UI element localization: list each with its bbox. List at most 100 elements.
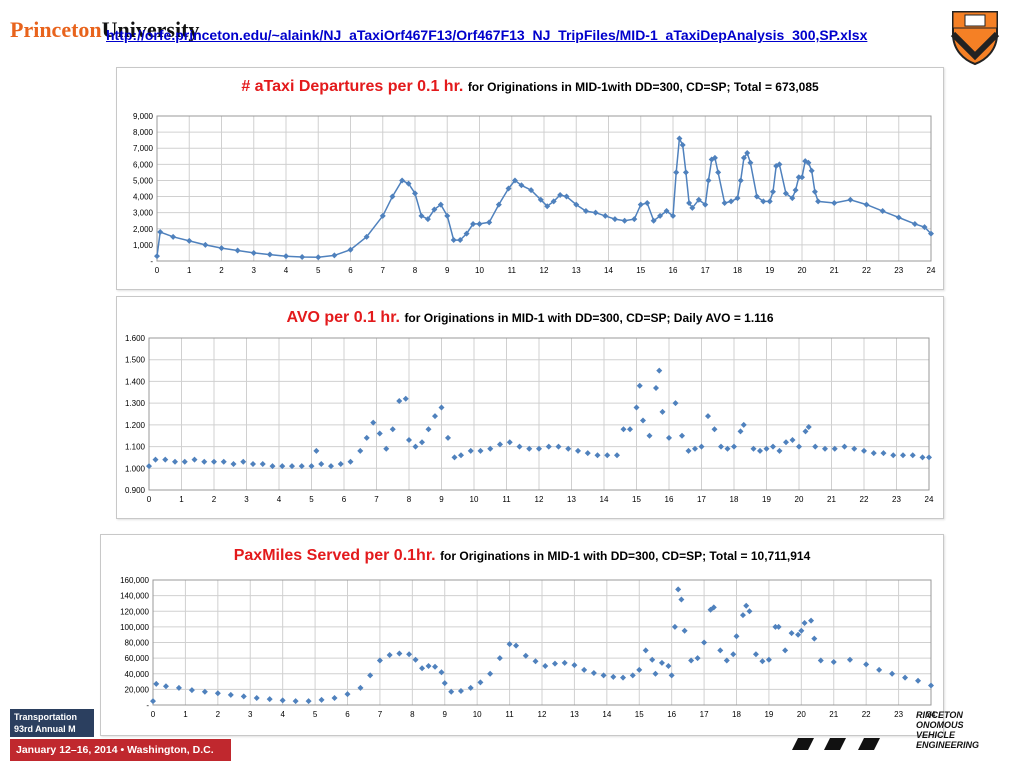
data-point	[744, 150, 751, 157]
data-point	[250, 249, 257, 256]
data-point	[250, 460, 256, 467]
data-point	[679, 142, 686, 148]
departures-chart-plot: 0 1 2 3 4 5 6 7 8 9 10 11 12 13 14 15 16 17 18 19 20 21 22 23 24…	[133, 112, 936, 275]
x-tick-label: 22	[862, 266, 871, 275]
x-tick-label: 14	[600, 495, 609, 504]
data-point	[487, 670, 494, 677]
y-tick-label: 1.500	[125, 356, 146, 365]
data-point	[396, 397, 403, 404]
data-point	[721, 200, 728, 206]
x-tick-label: 15	[632, 495, 641, 504]
spreadsheet-link[interactable]: http://orfe.princeton.edu/~alaink/NJ_aTa…	[106, 27, 868, 43]
x-tick-label: 18	[733, 266, 742, 275]
data-point	[412, 190, 418, 197]
data-point	[911, 220, 918, 227]
conference-date: January 12–16, 2014 • Washington, D.C.	[10, 739, 231, 761]
data-point	[313, 447, 320, 454]
data-point	[646, 432, 653, 439]
data-point	[847, 196, 854, 203]
x-tick-label: 19	[765, 266, 774, 275]
x-tick-label: 20	[798, 266, 807, 275]
data-point	[181, 458, 188, 465]
data-point	[737, 177, 744, 184]
x-tick-label: 23	[892, 495, 901, 504]
x-tick-label: 13	[572, 266, 581, 275]
data-point	[801, 619, 808, 626]
data-point	[175, 684, 182, 691]
data-point	[412, 443, 419, 450]
data-point	[582, 208, 589, 215]
data-point	[487, 445, 494, 452]
y-tick-label: 0.900	[125, 486, 146, 495]
x-tick-label: 5	[309, 495, 314, 504]
data-point	[318, 696, 325, 703]
y-tick-label: 1.300	[125, 399, 146, 408]
data-point	[458, 452, 464, 459]
data-point	[532, 658, 539, 665]
series-markers	[154, 135, 934, 261]
data-point	[337, 460, 344, 467]
data-point	[851, 445, 858, 452]
x-tick-label: 4	[280, 710, 285, 719]
princeton-shield-icon	[950, 11, 1000, 66]
data-point	[775, 623, 782, 630]
data-point	[795, 174, 802, 181]
data-point	[240, 693, 247, 700]
data-point	[782, 190, 789, 197]
data-point	[678, 596, 685, 603]
data-point	[740, 154, 747, 161]
paxmiles-chart-panel: PaxMiles Served per 0.1hr. for Originati…	[100, 534, 944, 736]
data-point	[214, 690, 221, 697]
data-point	[444, 212, 451, 219]
data-point	[305, 698, 312, 705]
data-point	[783, 439, 789, 446]
data-point	[705, 413, 711, 420]
plot-area-border	[148, 337, 930, 491]
data-point	[919, 454, 926, 461]
data-point	[550, 198, 557, 205]
x-tick-label: 8	[410, 710, 415, 719]
data-point	[506, 439, 513, 446]
data-point	[750, 445, 757, 452]
conference-badge: Transportation 93rd Annual M	[10, 709, 94, 737]
x-tick-label: 7	[381, 266, 386, 275]
data-point	[718, 443, 724, 450]
data-point	[467, 684, 474, 691]
data-point	[658, 659, 665, 666]
data-point	[610, 673, 617, 680]
data-point	[695, 196, 702, 203]
data-point	[672, 400, 679, 407]
data-point	[370, 419, 377, 426]
data-point	[496, 655, 503, 662]
data-point	[477, 679, 484, 686]
x-tick-label: 17	[697, 495, 706, 504]
data-point	[673, 169, 680, 176]
conference-line-1: Transportation	[14, 712, 78, 722]
data-point	[798, 627, 805, 634]
data-point	[412, 656, 419, 663]
x-tick-label: 16	[665, 495, 674, 504]
data-point	[357, 684, 364, 691]
data-point	[841, 443, 848, 450]
x-tick-label: 6	[342, 495, 347, 504]
data-point	[230, 460, 237, 467]
data-point	[431, 206, 438, 213]
data-point	[650, 217, 657, 224]
avo-chart-panel: AVO per 0.1 hr. for Originations in MID-…	[116, 296, 944, 519]
data-point	[629, 672, 636, 679]
data-point	[419, 439, 425, 446]
data-point	[438, 404, 445, 411]
x-tick-label: 22	[862, 710, 871, 719]
data-point	[448, 688, 455, 695]
data-point	[653, 384, 659, 391]
data-point	[698, 443, 705, 450]
avo-chart-plot: 0 1 2 3 4 5 6 7 8 9 10 11 12 13 14 15 16 17 18 19 20 21 22 23 24…	[125, 334, 934, 504]
x-tick-label: 22	[860, 495, 869, 504]
data-point	[776, 161, 783, 168]
data-point	[675, 586, 682, 593]
data-point	[663, 208, 670, 215]
y-tick-label: 6,000	[133, 160, 154, 169]
data-point	[418, 212, 425, 219]
data-point	[389, 193, 396, 200]
x-tick-label: 24	[927, 266, 936, 275]
